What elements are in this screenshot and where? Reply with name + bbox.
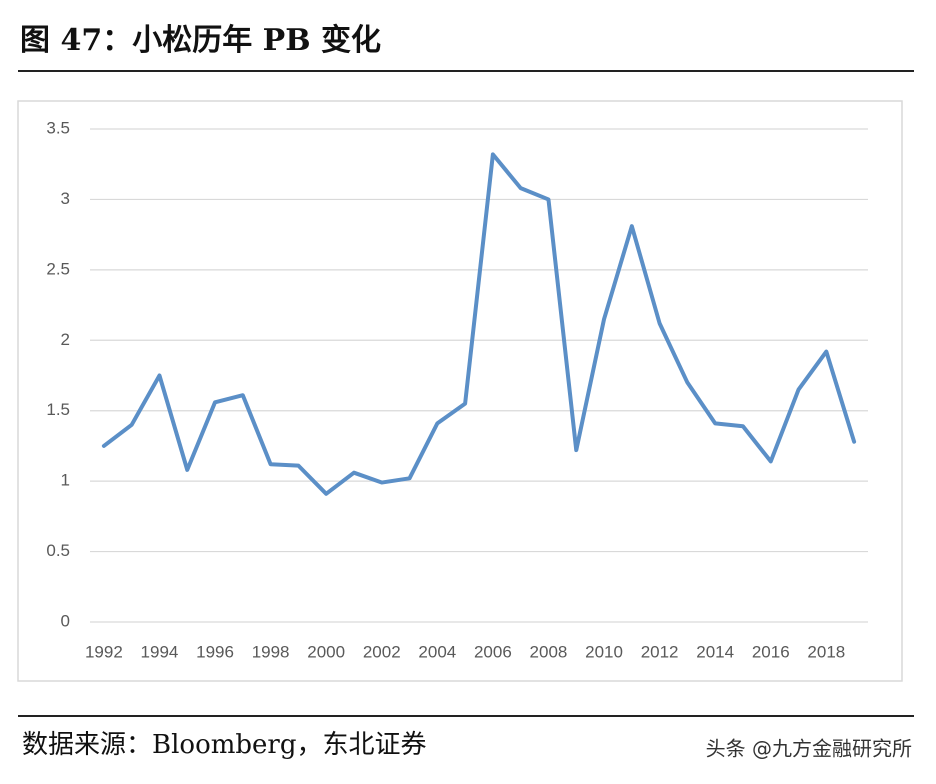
figure-title: 图 47：小松历年 PB 变化 <box>20 23 381 58</box>
x-tick-label: 1992 <box>85 642 123 661</box>
x-tick-label: 2014 <box>696 642 734 661</box>
y-tick-label: 3 <box>61 189 70 208</box>
y-tick-label: 2 <box>61 330 70 349</box>
y-tick-label: 0 <box>61 611 70 630</box>
x-tick-label: 1996 <box>196 642 234 661</box>
plot-area: 0 0.5 1 1.5 2 2.5 3 3.5 1992 1994 1996 1998 2000 2002… <box>46 118 868 661</box>
x-tick-label: 1994 <box>141 642 179 661</box>
x-tick-label: 2012 <box>641 642 679 661</box>
x-tick-label: 2016 <box>752 642 790 661</box>
x-tick-label: 2000 <box>307 642 345 661</box>
y-tick-label: 1.5 <box>46 400 70 419</box>
source-note: 数据来源：Bloomberg，东北证券 <box>22 730 427 760</box>
x-tick-label: 2010 <box>585 642 623 661</box>
x-tick-label: 2006 <box>474 642 512 661</box>
y-tick-label: 1 <box>61 471 70 490</box>
x-tick-label: 2002 <box>363 642 401 661</box>
x-tick-label: 1998 <box>252 642 290 661</box>
watermark: 头条 @九方金融研究所 <box>706 737 912 761</box>
y-tick-label: 2.5 <box>46 259 70 278</box>
y-tick-label: 3.5 <box>46 118 70 137</box>
x-tick-label: 2004 <box>418 642 456 661</box>
y-tick-label: 0.5 <box>46 541 70 560</box>
chart-frame <box>17 100 903 682</box>
data-line <box>101 152 857 496</box>
x-tick-label: 2018 <box>807 642 845 661</box>
x-tick-label: 2008 <box>530 642 568 661</box>
